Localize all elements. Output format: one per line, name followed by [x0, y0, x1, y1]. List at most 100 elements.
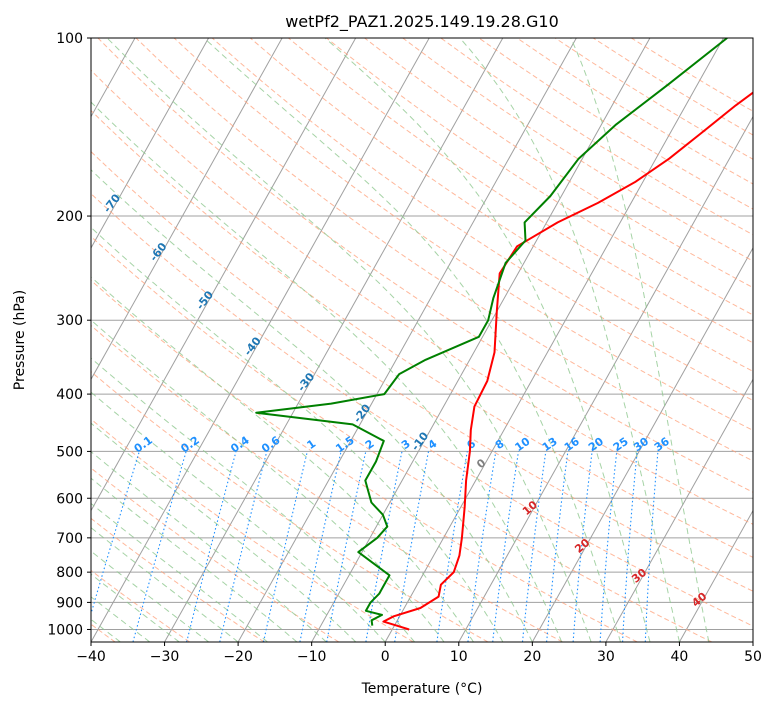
moist-adiabat-line	[324, 38, 651, 642]
isotherm-label: -90	[4, 101, 27, 125]
dry-adiabat-line	[91, 69, 753, 525]
y-axis-label: Pressure (hPa)	[12, 290, 28, 390]
y-tick-label: 600	[56, 491, 83, 507]
isotherm-line	[91, 38, 210, 249]
moist-adiabat-line	[203, 38, 622, 642]
dry-adiabat-line	[91, 371, 489, 642]
mixing-ratio-line	[622, 451, 638, 642]
isotherm-line	[679, 509, 753, 642]
isotherm-label: -70	[101, 191, 124, 215]
isotherm-line	[91, 38, 283, 381]
y-tick-label: 400	[56, 387, 83, 403]
x-axis-label: Temperature (°C)	[361, 681, 483, 697]
dry-adiabat-line	[364, 38, 753, 289]
x-tick-label: 50	[744, 649, 762, 665]
moist-adiabat-line	[91, 357, 415, 642]
y-tick-label: 800	[56, 565, 83, 581]
dry-adiabat-line	[91, 467, 340, 642]
y-tick-label: 300	[56, 313, 83, 329]
moist-adiabat-line	[459, 38, 680, 642]
dewpoint-line	[255, 38, 728, 626]
mixing-ratio-line	[467, 451, 497, 642]
mixing-ratio-line	[436, 451, 468, 642]
isotherm-line	[531, 246, 753, 642]
y-axis: 100 200 300 400 500 600 700 800 900 1000	[47, 31, 91, 638]
moist-adiabat-line	[91, 450, 327, 642]
x-tick-label: 20	[523, 649, 541, 665]
isotherm-line	[0, 38, 61, 642]
temperature-line	[382, 91, 753, 631]
mixing-ratio-line	[132, 451, 187, 642]
moist-adiabat-line	[91, 422, 357, 642]
moist-adiabat-line	[91, 319, 445, 642]
mixing-ratio-line	[644, 451, 659, 642]
moist-adiabat-label: 0	[474, 456, 488, 471]
mixing-ratio-line	[572, 451, 593, 642]
moist-adiabat-line	[91, 276, 474, 642]
mixing-ratio-label: 1	[304, 437, 318, 452]
isotherm-line	[164, 38, 504, 642]
line-annotations: 0.10.20.40.611.52346810131620253036-100-…	[4, 101, 710, 609]
dry-adiabat-line	[173, 38, 753, 431]
mixing-ratio-label: 0.4	[228, 433, 252, 455]
dry-adiabat-line	[91, 235, 713, 642]
isotherm-line	[91, 38, 357, 512]
moist-adiabat-line	[91, 226, 504, 642]
plot-frame	[90, 37, 754, 643]
mixing-ratio-line	[186, 451, 237, 642]
x-tick-label: −30	[150, 649, 180, 665]
moist-adiabat-line	[91, 391, 386, 642]
dry-adiabat-line	[91, 324, 563, 642]
isotherm-line	[458, 115, 753, 642]
y-tick-label: 900	[56, 595, 83, 611]
mixing-ratio-line	[365, 451, 403, 642]
mixing-ratio-line	[521, 451, 547, 642]
dry-adiabat-line	[326, 38, 753, 316]
dry-adiabat-line	[135, 38, 753, 462]
y-tick-label: 700	[56, 531, 83, 547]
isotherm-label: -30	[295, 370, 318, 394]
dry-adiabat-line	[91, 192, 753, 627]
moist-adiabat-line	[570, 38, 710, 642]
moist-adiabat-line	[91, 101, 563, 642]
dry-adiabat-line	[211, 38, 753, 402]
x-tick-label: 30	[597, 649, 615, 665]
dry-adiabat-line	[402, 38, 753, 262]
dry-adiabat-line	[91, 109, 753, 558]
y-tick-label: 500	[56, 444, 83, 460]
moist-adiabat-line	[91, 550, 209, 642]
mixing-ratio-line	[262, 451, 308, 642]
sounding-profiles	[255, 38, 753, 631]
mixing-ratio-label: 0.1	[132, 434, 155, 456]
x-tick-label: −10	[297, 649, 327, 665]
mixing-ratio-label: 0.2	[178, 434, 201, 456]
mixing-ratio-line	[219, 451, 268, 642]
dry-adiabat-line	[91, 418, 414, 642]
x-axis: −40 −30 −20 −10 0 10 20 30 40 50	[76, 642, 762, 665]
dry-adiabat-line	[91, 569, 190, 642]
x-tick-label: −20	[223, 649, 253, 665]
moist-adiabat-line	[91, 169, 533, 642]
x-tick-label: 40	[671, 649, 689, 665]
isotherm-line	[237, 38, 577, 642]
dry-adiabat-line	[516, 38, 753, 185]
mixing-ratio-label: 2	[363, 437, 377, 452]
y-tick-label: 200	[56, 209, 83, 225]
isotherm-label: -80	[49, 152, 72, 176]
mixing-ratio-label: 6	[464, 437, 478, 452]
dry-adiabat-line	[91, 517, 265, 642]
x-tick-label: −40	[76, 649, 106, 665]
mixing-ratio-line	[599, 451, 618, 642]
moist-adiabat-line	[91, 502, 268, 642]
background-lines	[0, 38, 753, 642]
mixing-ratio-line	[546, 451, 569, 642]
isotherm-line	[384, 38, 724, 642]
isotherm-label: -40	[241, 334, 264, 358]
chart-title: wetPf2_PAZ1.2025.149.19.28.G10	[285, 12, 559, 32]
mixing-ratio-line	[91, 451, 140, 616]
dry-adiabat-line	[249, 38, 753, 372]
moist-adiabat-line	[91, 527, 239, 642]
moist-adiabat-line	[106, 38, 592, 642]
y-tick-label: 100	[56, 31, 83, 47]
